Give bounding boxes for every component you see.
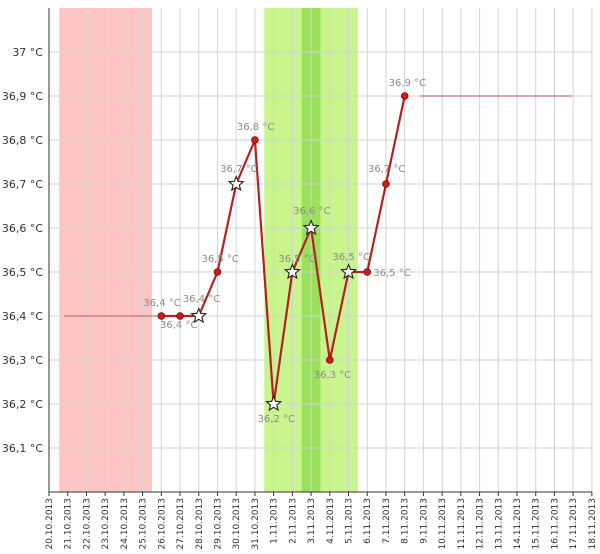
star-marker: [339, 263, 358, 280]
data-labels: 36,4 °C36,4 °C36,4 °C36,5 °C36,7 °C36,8 …: [143, 78, 426, 425]
x-tick-label: 18.11.2013: [588, 498, 598, 550]
star-marker: [227, 175, 245, 192]
data-label: 36,4 °C: [183, 294, 220, 305]
chart-grid: [48, 8, 593, 492]
x-tick-label: 30.10.2013: [232, 498, 242, 550]
data-label: 36,5 °C: [278, 254, 315, 265]
x-tick-label: 6.11.2013: [363, 498, 373, 544]
x-tick-label: 23.10.2013: [101, 498, 111, 550]
data-label: 36,2 °C: [258, 414, 295, 425]
x-tick-label: 21.10.2013: [64, 498, 74, 550]
y-tick-label: 36,8 °C: [2, 134, 43, 147]
x-tick-label: 7.11.2013: [382, 498, 392, 544]
dot-marker: [325, 356, 334, 364]
y-tick-label: 36,6 °C: [2, 222, 43, 235]
y-axis-tick-labels: 36,1 °C 36,2 °C 36,3 °C 36,4 °C 36,5 °C 36,6 …: [2, 46, 43, 455]
y-tick-label: 36,9 °C: [2, 90, 43, 103]
dot-marker: [176, 312, 184, 320]
data-label: 36,6 °C: [293, 206, 330, 217]
x-tick-label: 3.11.2013: [307, 498, 317, 544]
x-tick-label: 4.11.2013: [326, 498, 336, 544]
data-label: 36,4 °C: [143, 298, 180, 309]
x-tick-label: 10.11.2013: [438, 498, 448, 550]
data-label: 36,5 °C: [333, 252, 370, 263]
x-tick-label: 8.11.2013: [401, 498, 411, 544]
x-tick-label: 28.10.2013: [195, 498, 205, 550]
dot-marker: [157, 312, 166, 320]
x-tick-label: 22.10.2013: [82, 498, 92, 550]
x-tick-label: 17.11.2013: [569, 498, 579, 550]
y-tick-label: 36,7 °C: [2, 178, 43, 191]
star-marker: [265, 395, 283, 412]
x-tick-label: 26.10.2013: [157, 498, 167, 550]
y-tick-label: 37 °C: [12, 46, 43, 59]
x-tick-label: 25.10.2013: [139, 498, 149, 550]
data-label: 36,4 °C: [160, 320, 197, 331]
x-tick-label: 5.11.2013: [345, 498, 355, 544]
chart-axes: [48, 8, 593, 496]
x-axis-tick-labels: 20.10.2013 21.10.2013 22.10.2013 23.10.2013…: [45, 498, 598, 550]
dot-marker: [400, 92, 409, 100]
y-tick-label: 36,4 °C: [2, 310, 43, 323]
data-label: 36,7 °C: [368, 164, 405, 175]
x-tick-label: 20.10.2013: [45, 498, 55, 550]
x-tick-label: 13.11.2013: [494, 498, 504, 550]
x-tick-label: 29.10.2013: [213, 498, 223, 550]
dot-marker: [213, 268, 222, 276]
star-marker: [190, 307, 208, 324]
star-marker: [283, 263, 301, 280]
y-tick-label: 36,3 °C: [2, 354, 43, 367]
x-tick-label: 14.11.2013: [513, 498, 523, 550]
y-tick-label: 36,1 °C: [2, 442, 43, 455]
x-tick-label: 16.11.2013: [550, 498, 560, 550]
star-marker: [302, 219, 320, 236]
data-markers: [157, 92, 409, 412]
x-tick-label: 11.11.2013: [457, 498, 467, 550]
data-label: 36,5 °C: [201, 254, 238, 265]
x-tick-label: 1.11.2013: [270, 498, 280, 544]
x-tick-label: 9.11.2013: [419, 498, 429, 544]
dot-marker: [251, 136, 259, 144]
x-tick-label: 12.11.2013: [476, 498, 486, 550]
x-tick-label: 31.10.2013: [251, 498, 261, 550]
data-label: 36,7 °C: [220, 164, 257, 175]
dot-marker: [363, 268, 372, 276]
y-tick-label: 36,5 °C: [2, 266, 43, 279]
data-label: 36,3 °C: [314, 370, 351, 381]
data-label: 36,9 °C: [389, 78, 426, 89]
x-tick-label: 27.10.2013: [176, 498, 186, 550]
y-tick-label: 36,2 °C: [2, 398, 43, 411]
data-label: 36,8 °C: [237, 122, 274, 133]
x-tick-label: 24.10.2013: [120, 498, 130, 550]
x-tick-label: 15.11.2013: [532, 498, 542, 550]
dot-marker: [382, 180, 390, 188]
x-tick-label: 2.11.2013: [288, 498, 298, 544]
data-label: 36,5 °C: [373, 268, 410, 279]
